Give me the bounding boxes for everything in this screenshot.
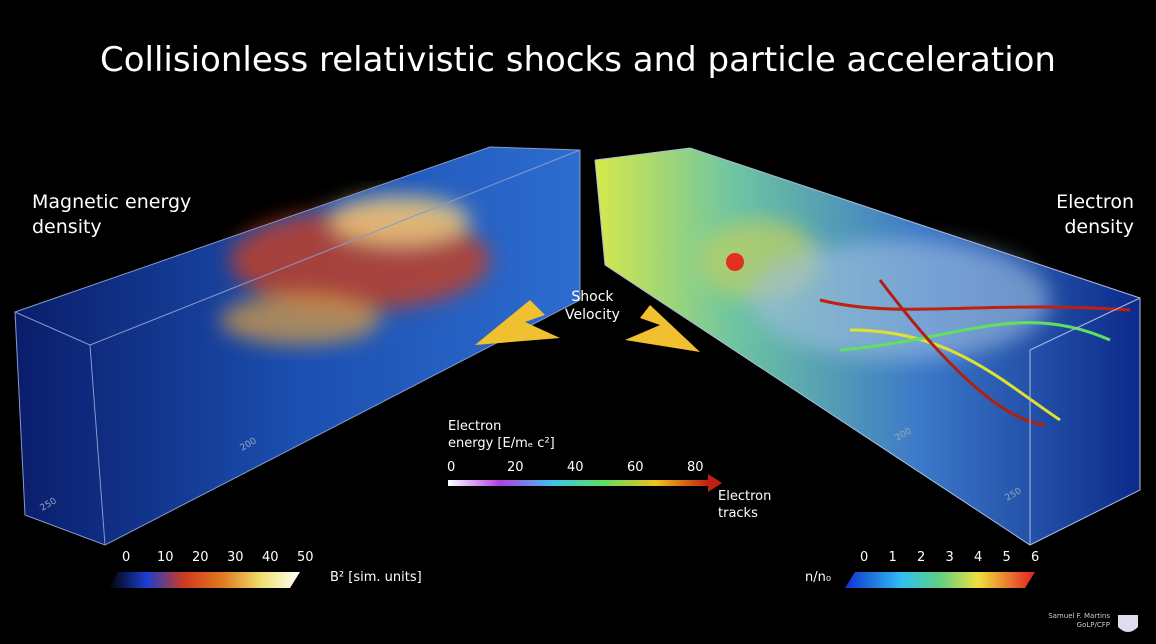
energy-arrowhead bbox=[708, 474, 722, 492]
tick-label: 40 bbox=[262, 550, 279, 565]
shock-arrow-left bbox=[475, 300, 560, 345]
tick-label: 4 bbox=[974, 550, 983, 565]
tick-label: 80 bbox=[687, 460, 704, 475]
tick-label: 50 bbox=[297, 550, 314, 565]
shock-arrow-right bbox=[625, 305, 700, 352]
label-line: density bbox=[32, 216, 102, 238]
tick-label: 20 bbox=[192, 550, 209, 565]
left-label: Magnetic energy density bbox=[32, 190, 191, 240]
tick-label: 10 bbox=[157, 550, 174, 565]
right-box-edges bbox=[594, 147, 1141, 546]
b-colorbar bbox=[108, 572, 300, 588]
n-colorbar bbox=[845, 572, 1035, 588]
tick-label: 0 bbox=[447, 460, 456, 475]
title: Collisionless relativistic shocks and pa… bbox=[100, 40, 1056, 80]
energy-colorbar bbox=[448, 480, 708, 486]
tick-label: 2 bbox=[917, 550, 926, 565]
label-line: Shock bbox=[571, 289, 614, 305]
label-line: Samuel F. Martins bbox=[1048, 612, 1110, 620]
label-line: Magnetic energy bbox=[32, 191, 192, 213]
right-label: Electron density bbox=[1056, 190, 1134, 240]
label-line: GoLP/CFP bbox=[1076, 621, 1110, 629]
tick-label: 60 bbox=[627, 460, 644, 475]
tick-label: 0 bbox=[122, 550, 131, 565]
shock-label: Shock Velocity bbox=[565, 288, 620, 324]
right-box-structure bbox=[700, 220, 1050, 360]
tick-label: 3 bbox=[945, 550, 954, 565]
label-line: energy [E/mₑ c²] bbox=[448, 436, 555, 451]
credit: Samuel F. Martins GoLP/CFP bbox=[1048, 612, 1110, 630]
b-unit: B² [sim. units] bbox=[330, 570, 422, 585]
tick-label: 20 bbox=[507, 460, 524, 475]
left-box-edge bbox=[89, 149, 581, 346]
left-box-structure bbox=[220, 195, 490, 345]
n-unit: n/n₀ bbox=[805, 570, 832, 585]
label-line: Velocity bbox=[565, 307, 620, 323]
tick-label: 5 bbox=[1002, 550, 1011, 565]
left-box-edges bbox=[14, 146, 581, 546]
logo bbox=[1118, 615, 1138, 632]
density-peak bbox=[726, 253, 744, 271]
label-line: Electron bbox=[448, 419, 502, 434]
label-line: Electron bbox=[1056, 191, 1134, 213]
right-box-edge bbox=[1029, 297, 1141, 351]
tick-label: 40 bbox=[567, 460, 584, 475]
tick-label: 30 bbox=[227, 550, 244, 565]
label-line: Electron bbox=[718, 489, 772, 504]
tick-label: 0 bbox=[860, 550, 869, 565]
label-line: density bbox=[1064, 216, 1134, 238]
tracks-label: Electron tracks bbox=[718, 488, 771, 522]
label-line: tracks bbox=[718, 506, 758, 521]
tick-label: 6 bbox=[1031, 550, 1040, 565]
energy-label: Electron energy [E/mₑ c²] bbox=[448, 418, 555, 452]
tick-label: 1 bbox=[888, 550, 897, 565]
